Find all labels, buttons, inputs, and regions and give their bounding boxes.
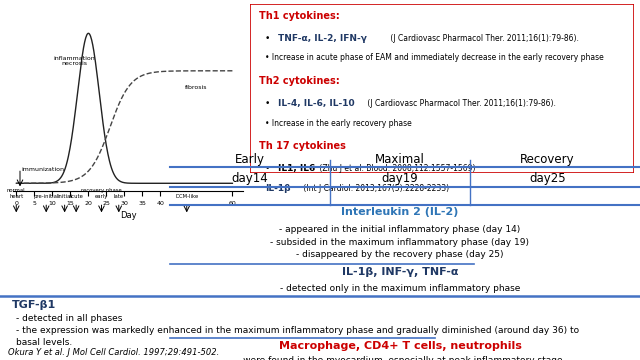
Text: immunization: immunization [22,167,65,172]
Text: •: • [265,34,273,43]
Text: Early: Early [235,153,264,166]
Text: (Int J Cardiol. 2013;167(5):2228-2233): (Int J Cardiol. 2013;167(5):2228-2233) [301,184,449,193]
Text: - disappeared by the recovery phase (day 25): - disappeared by the recovery phase (day… [296,250,504,259]
Text: (J Cardiovasc Pharmacol Ther. 2011;16(1):79-86).: (J Cardiovasc Pharmacol Ther. 2011;16(1)… [388,34,579,43]
Text: Th1 cytokines:: Th1 cytokines: [259,11,340,21]
Text: Th 17 cytokines: Th 17 cytokines [259,141,346,152]
FancyBboxPatch shape [250,4,634,173]
Text: Th2 cytokines:: Th2 cytokines: [259,76,340,86]
Text: • Increase in acute phase of EAM and immediately decrease in the early recovery : • Increase in acute phase of EAM and imm… [265,54,604,63]
Text: (J Cardiovasc Pharmacol Ther. 2011;16(1):79-86).: (J Cardiovasc Pharmacol Ther. 2011;16(1)… [365,99,556,108]
Text: day19: day19 [381,172,419,185]
Text: pre-initial: pre-initial [33,194,59,199]
Text: - the expression was markedly enhanced in the maximum inflammatory phase and gra: - the expression was markedly enhanced i… [16,326,579,335]
Text: Okura Y et al. J Mol Cell Cardiol. 1997;29:491-502.: Okura Y et al. J Mol Cell Cardiol. 1997;… [8,348,219,357]
X-axis label: Day: Day [120,211,136,220]
Text: - were found in the myocardium, especially at peak inflammatory stage: - were found in the myocardium, especial… [237,356,563,360]
Text: acute: acute [68,194,84,199]
Text: IL-1β: IL-1β [265,184,291,193]
Text: IL1, IL6: IL1, IL6 [278,164,316,173]
Text: •: • [265,99,273,108]
Text: Maximal: Maximal [375,153,425,166]
Text: fibrosis: fibrosis [185,85,207,90]
Text: DCM-like: DCM-like [175,194,198,199]
Text: day14: day14 [231,172,268,185]
Text: Macrophage, CD4+ T cells, neutrophils: Macrophage, CD4+ T cells, neutrophils [278,341,522,351]
Text: initial: initial [57,194,72,199]
Text: inflammation
necrosis: inflammation necrosis [53,55,95,66]
Text: IL-4, IL-6, IL-10: IL-4, IL-6, IL-10 [278,99,355,108]
Text: •: • [265,164,273,173]
Text: day25: day25 [529,172,566,185]
Text: basal levels.: basal levels. [16,338,72,347]
Text: - detected in all phases: - detected in all phases [16,314,122,323]
Text: (Zhu J et al. Blood. 2008;112:1557-1569): (Zhu J et al. Blood. 2008;112:1557-1569) [317,164,476,173]
Text: - subsided in the maximum inflammatory phase (day 19): - subsided in the maximum inflammatory p… [271,238,529,247]
Text: Interleukin 2 (IL-2): Interleukin 2 (IL-2) [341,207,459,217]
Text: late: late [114,194,124,199]
Text: recovery phase
early: recovery phase early [81,188,122,199]
Text: - appeared in the initial inflammatory phase (day 14): - appeared in the initial inflammatory p… [280,225,520,234]
Text: TGF-β1: TGF-β1 [12,300,56,310]
Text: - detected only in the maximum inflammatory phase: - detected only in the maximum inflammat… [280,284,520,293]
Text: Recovery: Recovery [520,153,575,166]
Text: • Increase in the early recovery phase: • Increase in the early recovery phase [265,118,412,127]
Text: IL-1β, INF-γ, TNF-α: IL-1β, INF-γ, TNF-α [342,267,458,277]
Text: normal
heart: normal heart [7,188,26,199]
Text: TNF-α, IL-2, IFN-γ: TNF-α, IL-2, IFN-γ [278,34,367,43]
